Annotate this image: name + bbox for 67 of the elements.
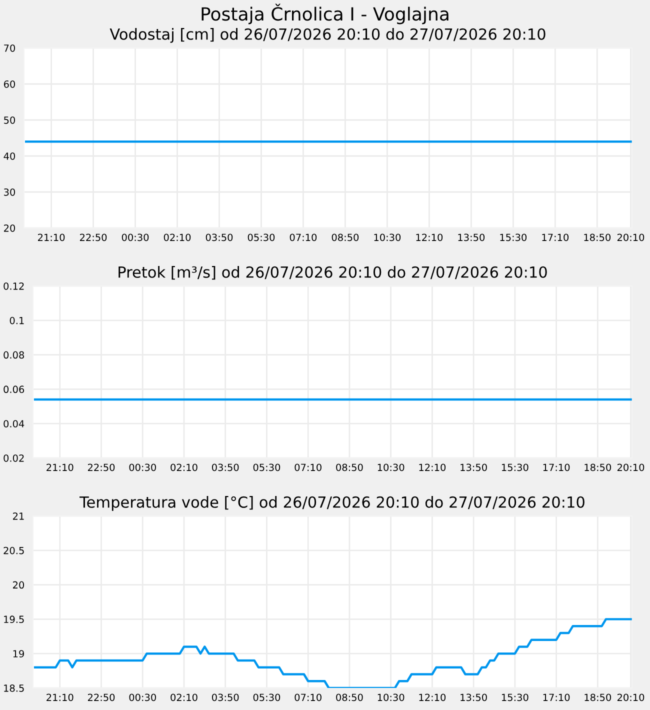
x-tick-label: 02:10 xyxy=(170,694,198,702)
x-tick-label: 08:50 xyxy=(332,234,359,242)
y-tick-label: 50 xyxy=(4,116,16,124)
x-tick-label: 07:10 xyxy=(290,234,317,242)
y-tick-label: 0.08 xyxy=(4,351,24,359)
x-tick-label: 15:30 xyxy=(502,694,528,702)
x-tick-label: 03:50 xyxy=(212,694,239,702)
x-tick-label: 18:50 xyxy=(584,464,612,472)
x-tick-label: 10:30 xyxy=(374,234,401,242)
x-tick-label: 02:10 xyxy=(170,464,198,472)
y-tick-label: 21 xyxy=(13,512,24,520)
y-tick-label: 0.04 xyxy=(4,420,24,428)
x-tick-label: 22:50 xyxy=(80,234,107,242)
x-tick-label: 03:50 xyxy=(212,464,239,472)
x-tick-label: 20:10 xyxy=(617,464,644,472)
x-tick-label: 13:50 xyxy=(460,694,487,702)
x-tick-label: 00:30 xyxy=(129,694,156,702)
x-tick-label: 17:10 xyxy=(543,694,570,702)
chart-title: Pretok [m³/s] od 26/07/2026 20:10 do 27/07/2026 20:10 xyxy=(118,266,547,280)
x-tick-label: 18:50 xyxy=(584,234,611,242)
x-tick-label: 12:10 xyxy=(416,234,443,242)
x-tick-label: 17:10 xyxy=(543,464,570,472)
y-tick-label: 19 xyxy=(13,650,24,658)
x-tick-label: 03:50 xyxy=(206,234,233,242)
x-tick-label: 05:30 xyxy=(253,694,280,702)
x-tick-label: 22:50 xyxy=(88,464,115,472)
x-tick-label: 13:50 xyxy=(460,464,487,472)
x-tick-label: 07:10 xyxy=(294,694,322,702)
y-tick-label: 20 xyxy=(4,224,16,232)
x-tick-label: 10:30 xyxy=(378,694,404,702)
x-tick-label: 21:10 xyxy=(46,694,74,702)
x-tick-label: 20:10 xyxy=(617,694,644,702)
y-tick-label: 0.02 xyxy=(4,454,24,462)
x-tick-label: 08:50 xyxy=(336,464,363,472)
x-tick-label: 02:10 xyxy=(164,234,191,242)
y-tick-label: 20.5 xyxy=(4,546,24,554)
x-tick-label: 21:10 xyxy=(38,234,65,242)
y-tick-label: 70 xyxy=(4,44,16,52)
x-tick-label: 05:30 xyxy=(253,464,280,472)
x-tick-label: 10:30 xyxy=(378,464,404,472)
x-tick-label: 21:10 xyxy=(46,464,74,472)
y-tick-label: 18.5 xyxy=(4,684,24,692)
x-tick-label: 17:10 xyxy=(542,234,569,242)
y-tick-label: 19.5 xyxy=(4,616,24,624)
x-tick-label: 07:10 xyxy=(294,464,322,472)
x-tick-label: 12:10 xyxy=(419,464,446,472)
chart-subtitle: Vodostaj [cm] od 26/07/2026 20:10 do 27/07/2026 20:10 xyxy=(110,28,546,43)
x-tick-label: 22:50 xyxy=(88,694,115,702)
y-tick-label: 0.06 xyxy=(4,386,24,394)
x-tick-label: 13:50 xyxy=(458,234,485,242)
x-tick-label: 00:30 xyxy=(122,234,149,242)
y-tick-label: 40 xyxy=(4,152,16,160)
x-tick-label: 05:30 xyxy=(248,234,275,242)
chart-title: Temperatura vode [°C] od 26/07/2026 20:10 do 27/07/2026 20:10 xyxy=(80,496,584,511)
y-tick-label: 30 xyxy=(4,188,16,196)
y-tick-label: 60 xyxy=(4,80,16,88)
y-tick-label: 0.12 xyxy=(4,282,24,290)
x-tick-label: 00:30 xyxy=(129,464,156,472)
x-tick-label: 08:50 xyxy=(336,694,363,702)
y-tick-label: 20 xyxy=(13,581,24,589)
chart-title: Postaja Črnolica I - Voglajna xyxy=(202,4,448,24)
x-tick-label: 18:50 xyxy=(584,694,612,702)
x-tick-label: 15:30 xyxy=(502,464,528,472)
y-tick-label: 0.1 xyxy=(10,316,24,324)
x-tick-label: 15:30 xyxy=(500,234,527,242)
x-tick-label: 12:10 xyxy=(419,694,446,702)
x-tick-label: 20:10 xyxy=(617,234,644,242)
